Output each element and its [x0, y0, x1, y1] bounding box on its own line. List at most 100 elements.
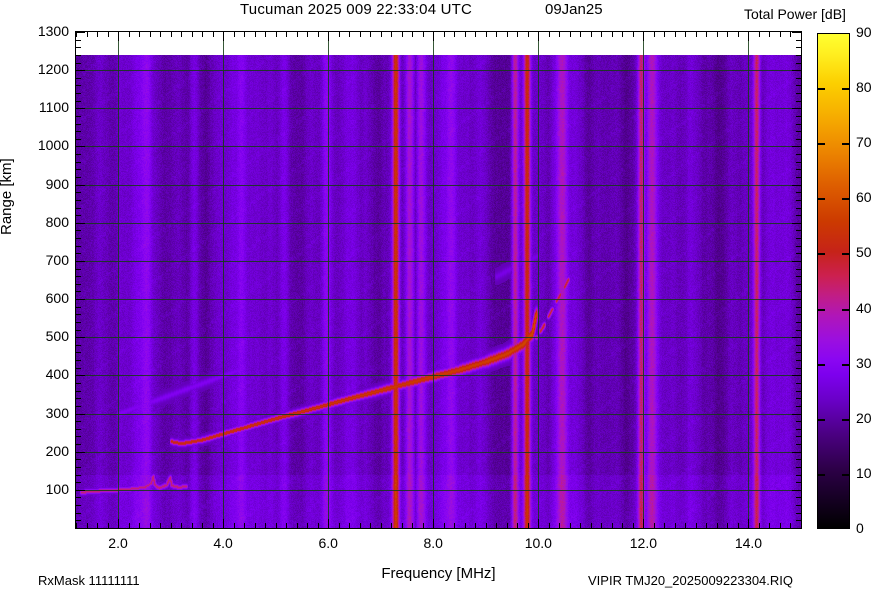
y-minor-tick-right — [796, 199, 801, 201]
colorbar-tick-right — [842, 364, 849, 366]
y-minor-tick-right — [796, 138, 801, 140]
x-minor-tick — [569, 523, 571, 528]
x-tick-label: 10.0 — [524, 535, 552, 551]
y-minor-tick-right — [796, 390, 801, 392]
y-minor-tick-right — [796, 115, 801, 117]
x-major-tick — [118, 519, 120, 528]
x-minor-tick — [506, 523, 508, 528]
colorbar-tick — [818, 474, 825, 476]
y-tick-label: 1300 — [37, 23, 69, 39]
x-minor-tick-top — [454, 32, 456, 37]
y-minor-tick — [76, 39, 81, 41]
x-minor-tick — [559, 523, 561, 528]
y-major-tick-right — [792, 337, 801, 339]
x-minor-tick-top — [580, 32, 582, 37]
y-minor-tick-right — [796, 520, 801, 522]
y-minor-tick-right — [796, 421, 801, 423]
y-tick-label: 900 — [45, 175, 69, 192]
y-minor-tick — [76, 199, 81, 201]
x-tick-label: 8.0 — [423, 535, 443, 551]
x-minor-tick-top — [181, 32, 183, 37]
x-minor-tick-top — [769, 32, 771, 37]
colorbar-tick — [818, 309, 825, 311]
y-minor-tick — [76, 100, 81, 102]
x-minor-tick — [590, 523, 592, 528]
x-tick-label: 14.0 — [734, 535, 763, 551]
y-minor-tick — [76, 436, 81, 438]
colorbar-tick-label: 0 — [856, 520, 864, 536]
y-tick-label: 700 — [45, 251, 69, 268]
x-minor-tick-top — [317, 32, 319, 37]
y-minor-tick-right — [796, 367, 801, 369]
x-minor-tick — [601, 523, 603, 528]
y-major-tick — [76, 260, 85, 262]
y-minor-tick-right — [796, 283, 801, 285]
x-minor-tick — [496, 523, 498, 528]
ionogram-plot-area — [75, 31, 802, 529]
y-major-tick-right — [792, 32, 801, 33]
y-minor-tick-right — [796, 192, 801, 194]
y-minor-tick — [76, 466, 81, 468]
colorbar-tick-right — [842, 419, 849, 421]
y-minor-tick-right — [796, 321, 801, 323]
x-minor-tick — [191, 523, 193, 528]
x-minor-tick — [338, 523, 340, 528]
x-major-tick-top — [328, 32, 330, 41]
y-minor-tick-right — [796, 405, 801, 407]
y-minor-tick — [76, 54, 81, 56]
y-major-tick-right — [792, 184, 801, 186]
x-minor-tick — [160, 523, 162, 528]
x-minor-tick-top — [307, 32, 309, 37]
x-major-tick — [643, 519, 645, 528]
y-minor-tick — [76, 482, 81, 484]
x-minor-tick — [412, 523, 414, 528]
x-major-tick-top — [538, 32, 540, 41]
y-major-tick — [76, 413, 85, 415]
x-minor-tick — [422, 523, 424, 528]
x-minor-tick — [370, 523, 372, 528]
page-title: Tucuman 2025 009 22:33:04 UTC — [240, 1, 473, 18]
y-minor-tick-right — [796, 512, 801, 514]
y-major-tick-right — [792, 146, 801, 148]
x-minor-tick — [380, 523, 382, 528]
y-minor-tick-right — [796, 291, 801, 293]
y-tick-label: 100 — [45, 480, 69, 497]
y-major-tick — [76, 337, 85, 339]
x-minor-tick-top — [695, 32, 697, 37]
x-minor-tick-top — [401, 32, 403, 37]
y-minor-tick-right — [796, 54, 801, 56]
x-minor-tick-top — [685, 32, 687, 37]
x-minor-tick — [97, 523, 98, 528]
x-major-tick-top — [118, 32, 120, 41]
x-minor-tick-top — [286, 32, 288, 37]
x-minor-tick — [286, 523, 288, 528]
y-minor-tick-right — [796, 383, 801, 384]
x-minor-tick-top — [485, 32, 487, 37]
y-minor-tick — [76, 352, 81, 354]
colorbar-tick — [818, 419, 825, 421]
y-minor-tick — [76, 383, 81, 384]
x-minor-tick-top — [296, 32, 298, 37]
y-minor-tick — [76, 138, 81, 140]
x-minor-tick — [170, 523, 172, 528]
y-minor-tick — [76, 268, 81, 270]
x-minor-tick — [86, 523, 88, 528]
y-minor-tick-right — [796, 131, 801, 133]
y-major-tick-right — [792, 260, 801, 262]
x-minor-tick-top — [380, 32, 382, 37]
y-minor-tick-right — [796, 268, 801, 270]
y-tick-label: 300 — [45, 404, 69, 421]
x-minor-tick-top — [86, 32, 88, 37]
x-minor-tick-top — [527, 32, 529, 37]
y-minor-tick — [76, 329, 81, 331]
x-minor-tick — [391, 523, 393, 528]
x-minor-tick — [317, 523, 319, 528]
x-minor-tick-top — [338, 32, 340, 37]
y-minor-tick-right — [796, 276, 801, 278]
y-major-tick-right — [792, 108, 801, 110]
y-minor-tick-right — [796, 62, 801, 64]
x-minor-tick — [695, 523, 697, 528]
rxmask-label: RxMask 11111111 — [38, 573, 140, 588]
x-minor-tick — [737, 523, 739, 528]
y-minor-tick — [76, 123, 81, 125]
